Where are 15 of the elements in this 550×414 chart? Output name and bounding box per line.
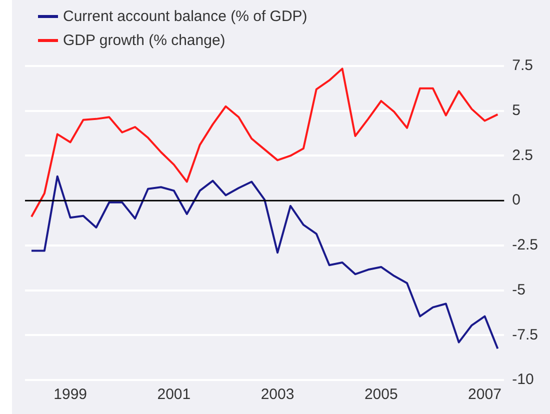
y-tick-label: -7.5 <box>512 326 538 344</box>
y-tick-label: 0 <box>512 192 520 209</box>
y-tick-label: 5 <box>512 102 520 119</box>
x-tick-label: 2001 <box>157 386 191 404</box>
x-tick-label: 2005 <box>364 386 398 404</box>
legend-label: Current account balance (% of GDP) <box>63 8 308 24</box>
y-tick-label: 7.5 <box>512 57 534 74</box>
x-tick-label: 2003 <box>260 386 294 404</box>
y-tick-label: -10 <box>512 371 534 388</box>
y-tick-label: 2.5 <box>512 146 534 164</box>
y-tick-label: -2.5 <box>512 236 538 254</box>
x-tick-label: 2007 <box>468 386 502 404</box>
x-tick-label: 1999 <box>54 386 88 404</box>
legend-label: GDP growth (% change) <box>63 32 226 48</box>
y-tick-label: -5 <box>512 281 526 298</box>
